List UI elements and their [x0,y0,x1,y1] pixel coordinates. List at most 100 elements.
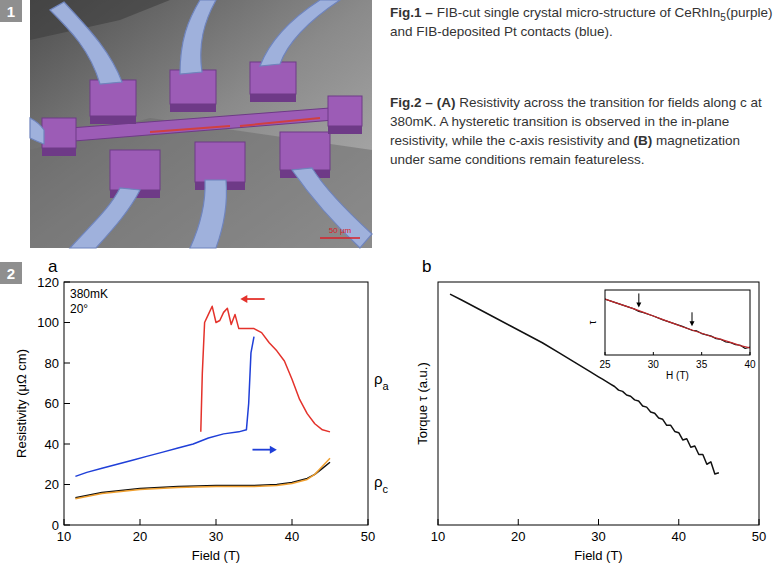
pt-contact [70,188,140,248]
page-canvas: 1 2 50 µm 10 20 30 40 50 0 20 40 60 80 100 120 Field (T… [0,0,781,572]
series-label-sub: a [383,380,390,392]
x-tick-label: 20 [511,529,525,544]
y-tick [64,484,70,485]
section-box [0,262,22,284]
chart: 10 20 30 40 50 Field (T) Torque τ (a.u.) b [415,257,766,563]
crystal-pad [328,96,362,126]
crystal-pad-side [90,116,136,124]
caption-text: (B) [634,133,653,148]
y-tick [64,403,70,404]
caption-text: (A) [437,95,456,110]
crystal-pad-side [170,104,216,112]
series-label-main: ρ [374,473,383,490]
sweep-arrow-head [240,295,247,303]
x-tick-label: 40 [285,529,299,544]
section-box [0,0,22,22]
series-label: ρc [374,473,389,495]
y-tick-label: 0 [52,518,59,533]
caption: Fig.1 – FIB-cut single crystal micro-stru… [390,3,773,41]
series-label-sub: c [383,483,389,495]
x-tick-label: 30 [591,529,605,544]
crystal-edge [150,126,230,132]
annotation: 20° [70,302,88,316]
y-tick [64,444,70,445]
substrate [30,0,170,40]
crystal-pad-side [42,148,76,156]
crystal-pad-side [250,94,296,102]
y-tick-label: 100 [37,315,59,330]
crystal-pad [280,132,330,170]
pt-contact [30,118,44,144]
scale-label: 50 µm [329,226,352,235]
x-tick-label: 10 [431,529,445,544]
x-tick-label: 40 [744,359,756,370]
x-tick [216,519,217,525]
series-line [201,306,330,432]
caption-label: Fig.1 – [390,5,433,20]
y-tick [64,322,70,323]
caption-text: 5 [720,12,726,23]
x-tick-label: 50 [752,529,766,544]
series-line [605,299,750,348]
crystal-pad [195,142,245,182]
sweep-arrow [252,449,271,451]
arrow-head [690,321,695,326]
micrograph-background [30,0,372,248]
arrow-head [636,302,641,307]
crystal-pad [250,62,296,94]
x-tick [678,519,679,525]
crystal-pad [90,80,136,116]
chart: 25303540H (T)τ [587,290,756,381]
caption-text: FIB-cut single crystal micro-structure o… [437,5,721,20]
x-tick [518,519,519,525]
x-tick-label: 30 [648,359,660,370]
annotation: 380mK [70,287,108,301]
y-tick-label: 60 [45,396,59,411]
plot-frame [64,282,368,525]
crystal-pad-side [328,126,362,134]
series-label: ρa [374,370,390,392]
crystal-pad [110,150,160,190]
pt-contact [190,180,227,248]
x-tick-label: 20 [133,529,147,544]
y-axis-title: Torque τ (a.u.) [415,362,430,444]
arrow-shaft [692,312,693,322]
y-tick-label: 40 [45,437,59,452]
x-tick-label: 30 [209,529,223,544]
series-group [605,299,750,348]
caption: Fig.2 –(A) Resistivity across the transi… [390,93,773,169]
series-group [75,306,330,498]
x-tick [292,519,293,525]
panel-label: b [422,257,431,276]
arrow-shaft [638,293,639,303]
y-tick-label: 80 [45,356,59,371]
pt-contact [260,0,340,66]
pt-contact [180,0,216,74]
scale-bar [320,237,360,239]
caption-label: Fig.2 – [390,95,433,110]
section-number: 1 [7,3,15,20]
panel-label: a [48,257,58,276]
series-label-main: ρ [374,370,383,387]
series-line [605,299,750,348]
x-tick [140,519,141,525]
y-axis-title: τ [587,320,598,324]
section-number: 2 [7,265,15,282]
x-tick-label: 40 [672,529,686,544]
crystal-pad [170,70,216,104]
plot-frame [605,290,750,355]
inset-background [605,290,750,355]
y-tick-label: 20 [45,477,59,492]
y-tick-label: 120 [37,275,59,290]
sweep-arrow-head [270,446,277,454]
sweep-arrow [245,298,264,300]
position-arrow [690,312,695,326]
x-tick-label: 50 [361,529,375,544]
y-tick [64,363,70,364]
x-tick-label: 25 [599,359,611,370]
series-line [75,337,254,477]
y-axis-title: Resistivity (μΩ cm) [14,349,29,458]
pt-contact [50,2,122,84]
x-axis-title: Field (T) [574,548,622,563]
chart: 1020304050020406080100120Field (T)Resist… [14,257,390,563]
